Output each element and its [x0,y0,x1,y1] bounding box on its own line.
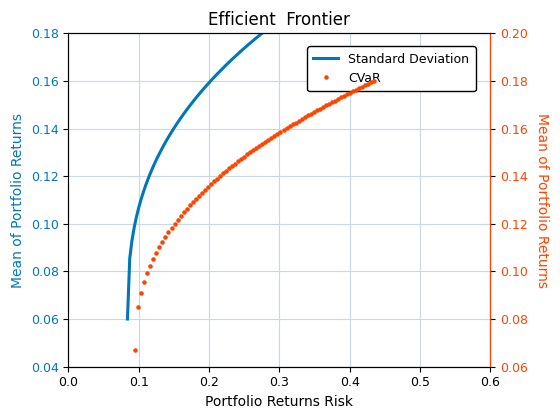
CVaR [371,79,377,84]
CVaR [274,131,281,136]
Standard Deviation [158,147,165,152]
Legend: Standard Deviation, CVaR: Standard Deviation, CVaR [307,46,475,91]
Standard Deviation [147,171,153,176]
Standard Deviation [163,139,170,144]
Standard Deviation [208,77,215,82]
Y-axis label: Mean of Portfolio Returns: Mean of Portfolio Returns [11,113,25,288]
Title: Efficient  Frontier: Efficient Frontier [208,11,351,29]
CVaR [132,347,138,352]
CVaR [277,129,284,134]
X-axis label: Portfolio Returns Risk: Portfolio Returns Risk [206,395,353,409]
CVaR [238,156,245,161]
Line: Standard Deviation: Standard Deviation [128,34,262,319]
CVaR [295,118,302,123]
Y-axis label: Mean of Portfolio Returns: Mean of Portfolio Returns [535,113,549,288]
Standard Deviation [167,131,174,136]
Standard Deviation [170,127,176,132]
CVaR [344,92,351,97]
Line: CVaR: CVaR [132,78,377,353]
CVaR [286,123,293,129]
Standard Deviation [258,31,265,36]
Standard Deviation [124,317,131,322]
